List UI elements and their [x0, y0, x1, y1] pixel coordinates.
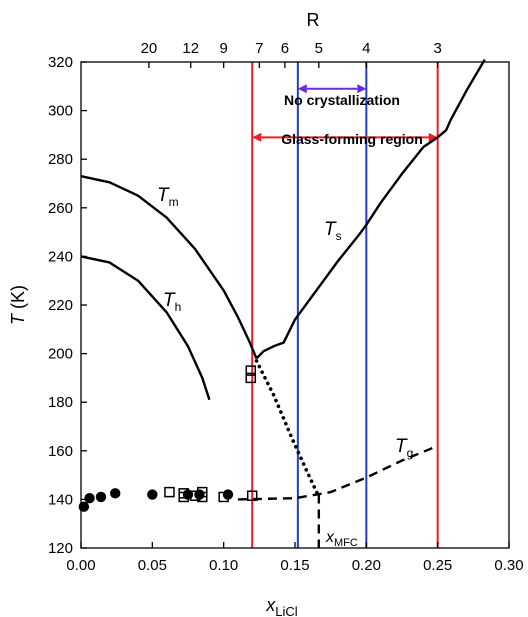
y-tick-label: 280	[48, 151, 73, 168]
arrow-head-right-0	[357, 84, 367, 94]
axis-ticks	[80, 61, 510, 549]
y-tick-label: 120	[48, 540, 73, 557]
top-tick-label: 3	[433, 40, 441, 57]
x-axis-title: xLiCl	[265, 595, 298, 617]
filled-point-1	[84, 492, 95, 504]
top-tick-label: 6	[281, 40, 289, 57]
region-arrows	[252, 84, 438, 142]
arrow-head-left-0	[297, 84, 307, 94]
filled-point-3	[110, 488, 121, 499]
top-tick-label: 20	[141, 40, 158, 57]
y-tick-label: 140	[48, 491, 73, 508]
open-point-0	[164, 486, 175, 498]
top-tick-label: 9	[219, 40, 227, 57]
x-tick-label: 0.15	[280, 557, 309, 574]
y-tick-label: 220	[48, 297, 73, 314]
y-tick-label: 260	[48, 200, 73, 217]
axis-tick-labels: 0.00 0.05 0.10 0.15 0.20 0.25 0.30 120 140 160 180…	[48, 40, 524, 574]
x-tick-label: 0.25	[423, 557, 452, 574]
x-tick-label: 0.30	[494, 557, 523, 574]
top-tick-label: 5	[315, 40, 323, 57]
series-ts	[255, 58, 486, 360]
series-tg	[237, 444, 439, 501]
top-tick-label: 7	[255, 40, 263, 57]
filled-point-2	[95, 491, 107, 503]
series-th	[80, 255, 211, 401]
open-point-2	[178, 491, 189, 503]
arrow-head-left-1	[252, 132, 262, 142]
tm-curve-label: Tm	[157, 185, 179, 209]
region-boundary-lines	[251, 62, 439, 548]
top-tick-label: 12	[182, 40, 199, 57]
open-point-6	[218, 491, 229, 503]
open-point-3	[189, 490, 201, 502]
tg-curve-label: Tg	[395, 436, 413, 460]
x-tick-label: 0.20	[352, 557, 381, 574]
y-axis-title: T (K)	[8, 285, 28, 325]
filled-point-0	[78, 501, 90, 512]
data-points	[78, 365, 258, 512]
series-tm	[80, 175, 258, 359]
x-tick-label: 0.00	[66, 557, 95, 574]
y-tick-label: 180	[48, 394, 73, 411]
y-tick-label: 200	[48, 346, 73, 363]
y-tick-label: 160	[48, 443, 73, 460]
open-point-8	[245, 365, 257, 376]
arrow-head-right-1	[428, 132, 438, 142]
x-tick-label: 0.05	[138, 557, 167, 574]
open-point-5	[197, 491, 208, 503]
ts-curve-label: Ts	[324, 219, 342, 243]
open-point-9	[245, 372, 257, 384]
xmfc-label: xMFC	[325, 529, 358, 549]
x-tick-label: 0.10	[209, 557, 238, 574]
top-axis-title: R	[307, 10, 320, 30]
th-curve-label: Th	[163, 290, 181, 314]
y-tick-label: 300	[48, 103, 73, 120]
series-ts-extrapolated	[254, 359, 320, 497]
glass-forming-region-label: Glass-forming region	[281, 131, 423, 147]
open-point-7	[246, 490, 258, 502]
y-tick-label: 240	[48, 248, 73, 265]
curve-series	[80, 58, 486, 548]
top-tick-label: 4	[362, 40, 370, 57]
y-tick-label: 320	[48, 54, 73, 71]
filled-point-4	[147, 489, 158, 500]
no-crystallization-label: No crystallization	[284, 92, 400, 108]
